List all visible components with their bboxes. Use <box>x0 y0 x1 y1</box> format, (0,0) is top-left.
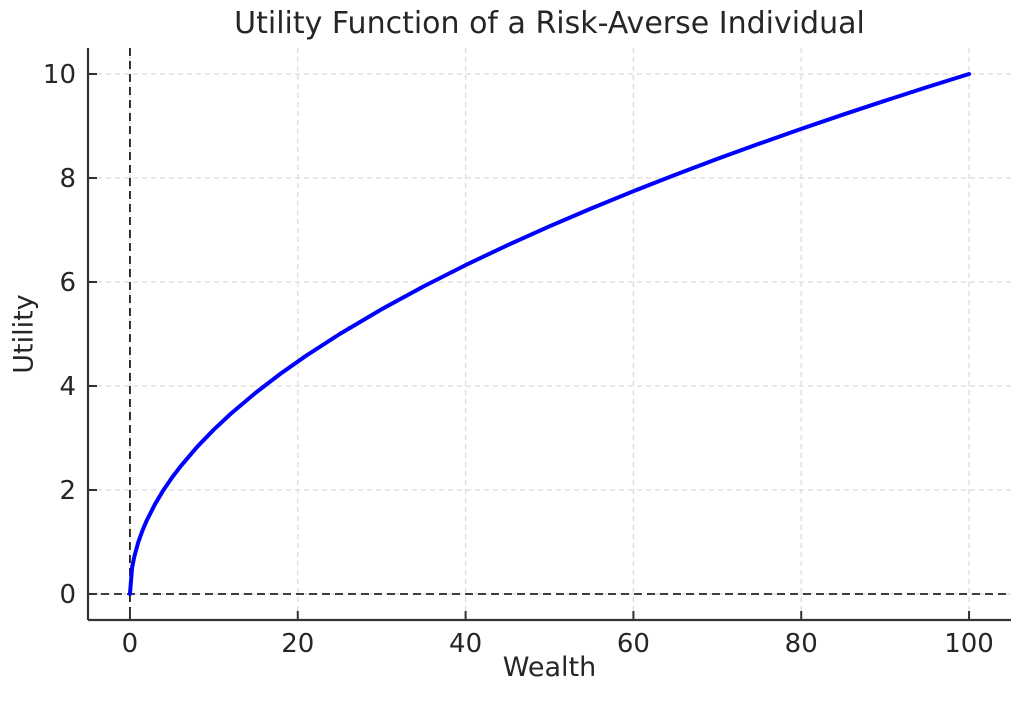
x-tick-label-0: 0 <box>122 629 139 659</box>
y-tick-label-5: 10 <box>43 60 76 90</box>
y-tick-label-3: 6 <box>59 268 76 298</box>
utility-curve <box>127 72 972 596</box>
x-tick-label-4: 80 <box>785 629 818 659</box>
x-tick-label-3: 60 <box>617 629 650 659</box>
y-tick-label-2: 4 <box>59 372 76 402</box>
x-tick-label-1: 20 <box>281 629 314 659</box>
y-axis-label-text: Utility <box>8 294 40 374</box>
chart-title: Utility Function of a Risk-Averse Indivi… <box>234 6 865 41</box>
y-tick-label-4: 8 <box>59 164 76 194</box>
y-tick-label-0: 0 <box>59 580 76 610</box>
x-tick-label-2: 40 <box>449 629 482 659</box>
y-tick-label-1: 2 <box>59 476 76 506</box>
x-axis-label: Wealth <box>502 652 597 683</box>
x-tick-label-5: 100 <box>944 629 994 659</box>
